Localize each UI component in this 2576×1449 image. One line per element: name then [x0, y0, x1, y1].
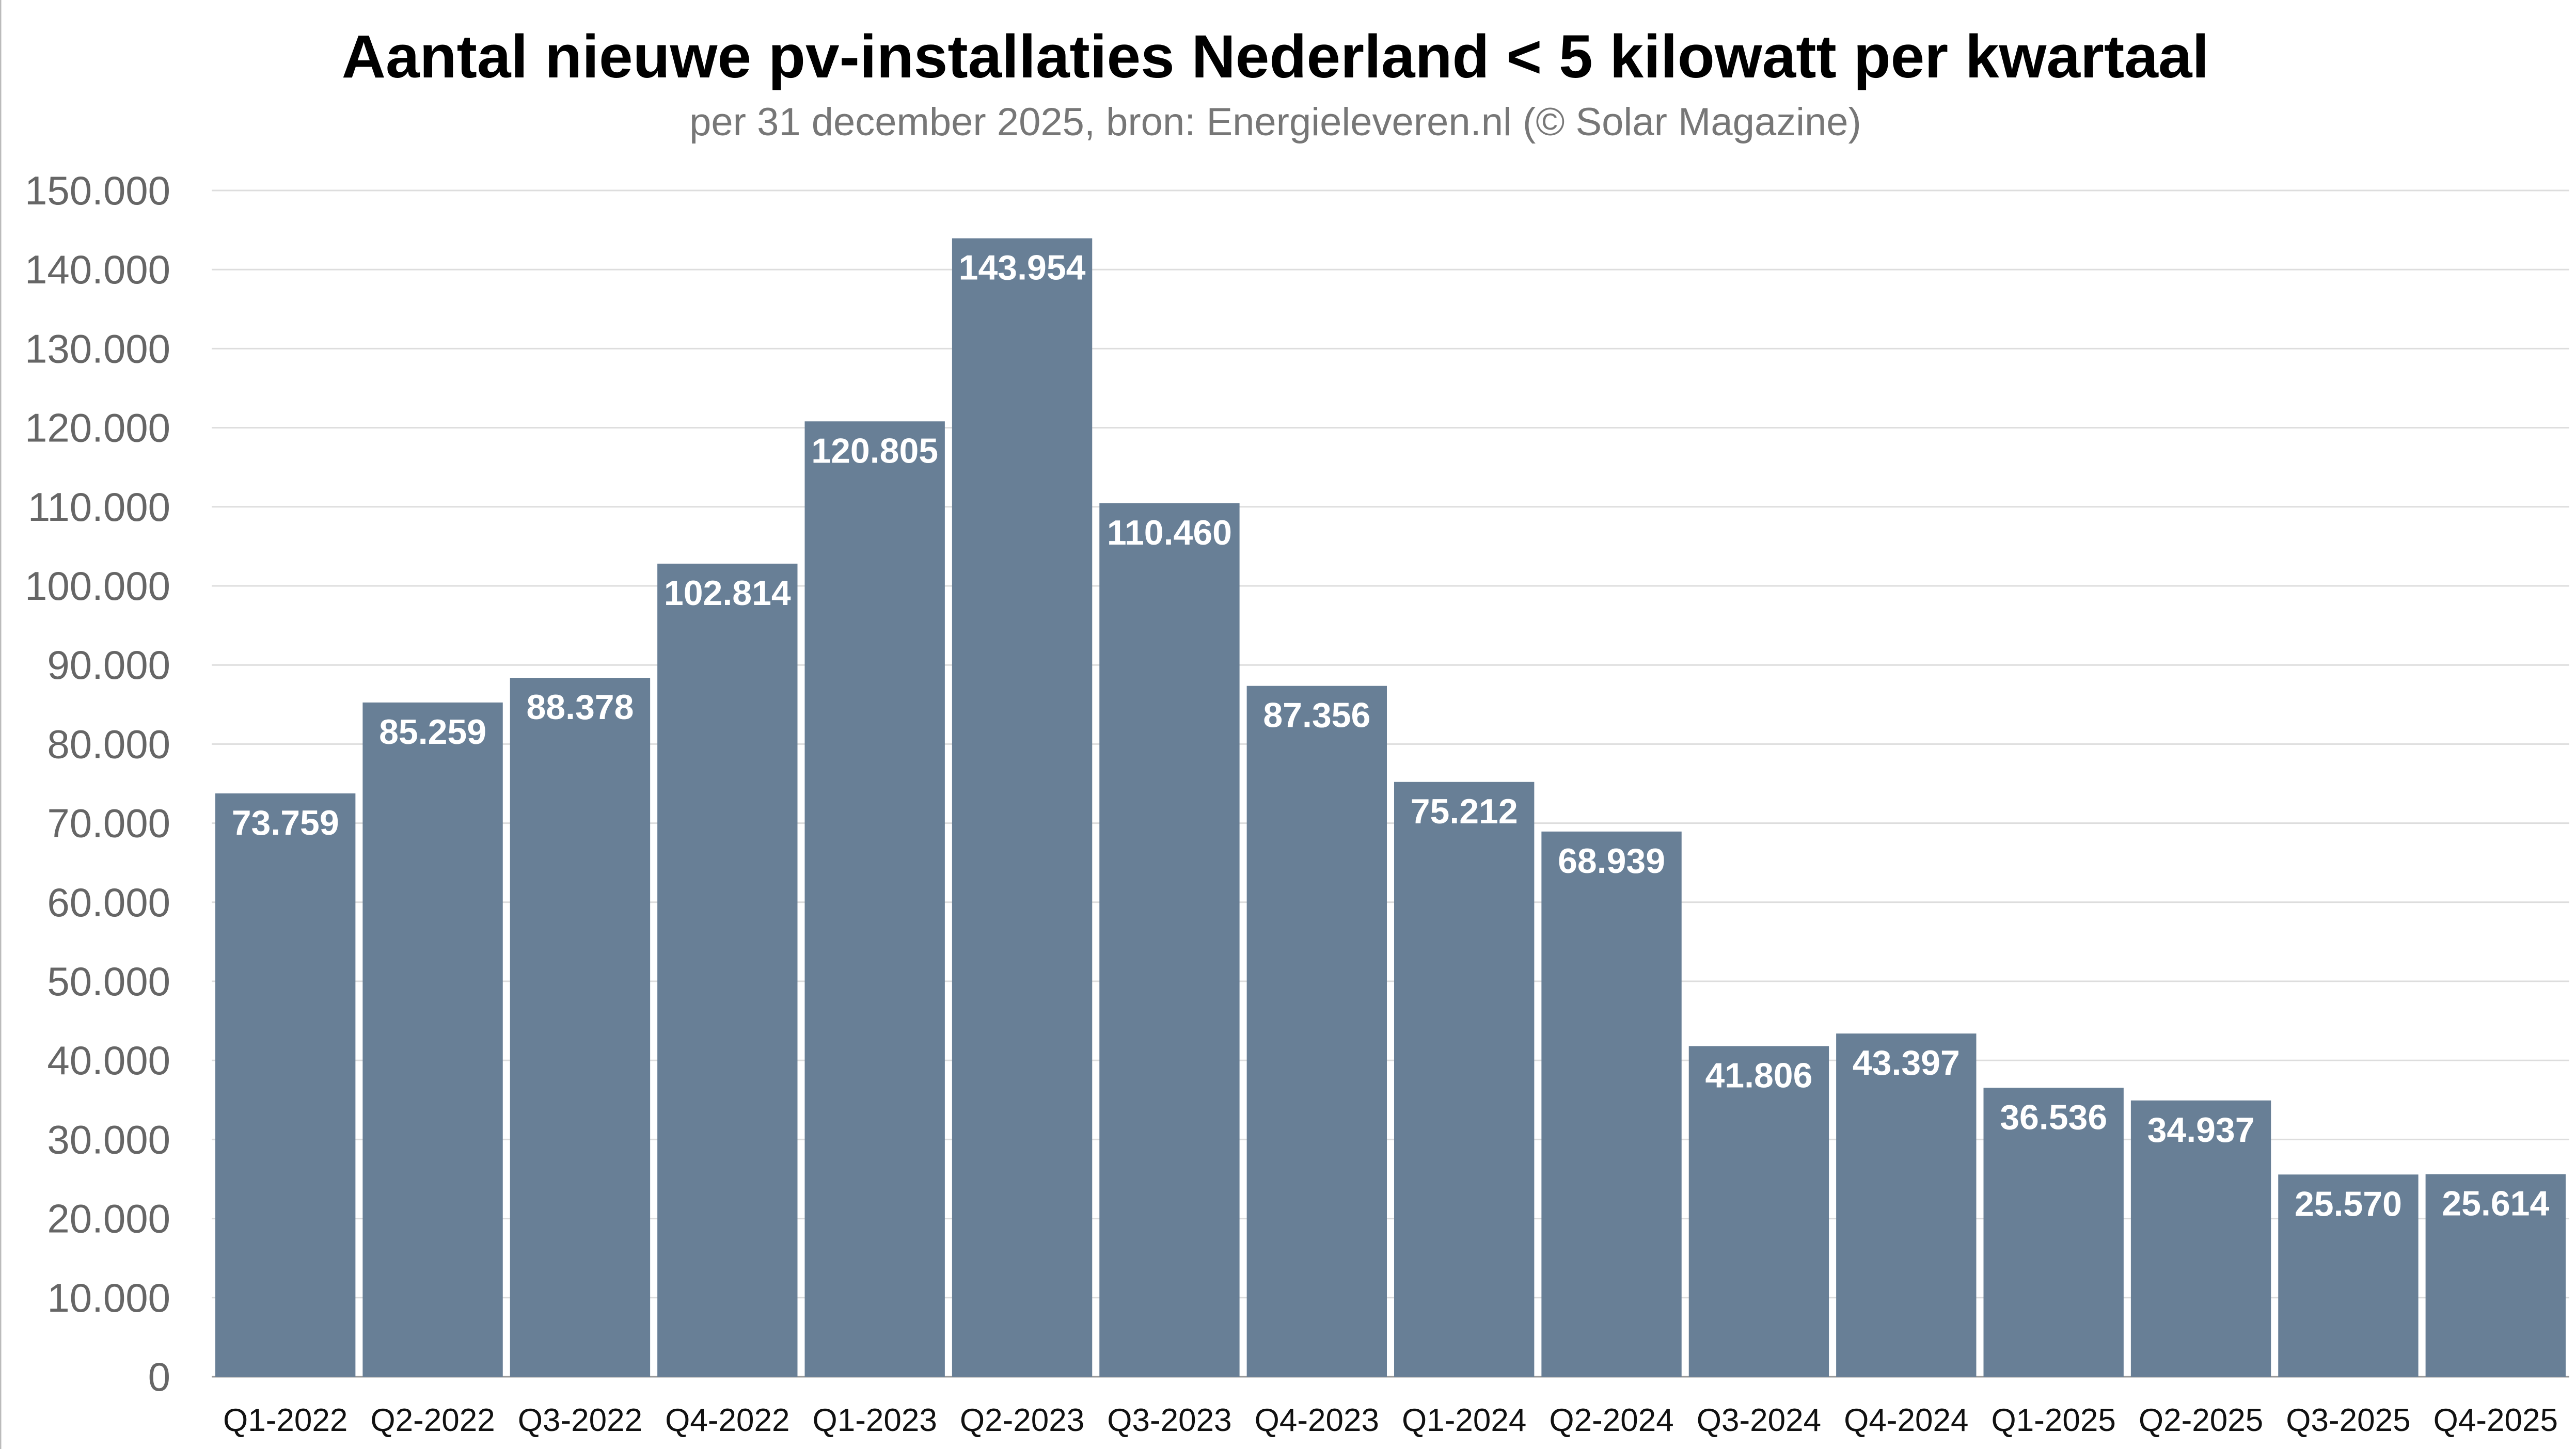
data-label: 41.806 — [1705, 1056, 1812, 1095]
y-axis-ticks: 0 10.000 20.000 30.000 40.000 50.000 60.000 70.… — [25, 168, 170, 1399]
bar — [215, 793, 356, 1377]
data-label: 87.356 — [1263, 696, 1370, 735]
bar — [657, 563, 798, 1377]
data-label: 88.378 — [526, 688, 634, 727]
x-tick-label: Q1-2023 — [813, 1403, 937, 1438]
bar — [804, 421, 945, 1377]
x-tick-label: Q4-2025 — [2433, 1403, 2558, 1438]
data-label: 73.759 — [232, 803, 339, 842]
x-tick-label: Q4-2023 — [1255, 1403, 1379, 1438]
x-tick-label: Q2-2023 — [960, 1403, 1084, 1438]
data-label: 25.614 — [2442, 1184, 2549, 1223]
bar — [2425, 1174, 2566, 1377]
data-label: 102.814 — [664, 574, 791, 613]
x-axis-ticks: Q1-2022 Q2-2022 Q3-2022 Q4-2022 Q1-2023 Q2-20… — [223, 1403, 2558, 1438]
data-label: 68.939 — [1558, 841, 1665, 881]
y-tick-label: 150.000 — [25, 168, 170, 213]
y-tick-label: 110.000 — [28, 484, 170, 530]
x-tick-label: Q4-2024 — [1844, 1403, 1968, 1438]
bar — [1688, 1046, 1829, 1377]
bar — [952, 238, 1093, 1377]
y-tick-label: 100.000 — [25, 563, 170, 609]
y-tick-label: 140.000 — [25, 247, 170, 292]
x-tick-label: Q1-2024 — [1402, 1403, 1526, 1438]
data-label: 25.570 — [2295, 1184, 2402, 1223]
bar — [1099, 503, 1240, 1377]
y-tick-label: 80.000 — [47, 721, 170, 767]
data-label: 85.259 — [379, 712, 486, 752]
bar — [2130, 1100, 2271, 1377]
x-tick-label: Q3-2024 — [1697, 1403, 1821, 1438]
chart-subtitle: per 31 december 2025, bron: Energielever… — [689, 100, 1861, 144]
y-tick-label: 30.000 — [47, 1117, 170, 1162]
y-tick-label: 130.000 — [25, 326, 170, 371]
chart-title: Aantal nieuwe pv-installaties Nederland … — [342, 23, 2209, 91]
bar — [362, 702, 503, 1377]
data-label: 143.954 — [959, 248, 1086, 288]
x-tick-label: Q1-2025 — [1992, 1403, 2116, 1438]
data-label: 75.212 — [1411, 792, 1518, 831]
data-label: 110.460 — [1107, 513, 1232, 552]
x-tick-label: Q2-2024 — [1549, 1403, 1673, 1438]
x-tick-label: Q1-2022 — [223, 1403, 347, 1438]
data-label: 36.536 — [2000, 1097, 2107, 1137]
y-tick-label: 20.000 — [47, 1196, 170, 1241]
bar — [1394, 782, 1535, 1377]
y-tick-label: 50.000 — [47, 959, 170, 1004]
bar — [2278, 1174, 2419, 1377]
bar — [1541, 831, 1682, 1377]
y-tick-label: 40.000 — [47, 1038, 170, 1083]
bar — [1836, 1033, 1977, 1377]
bars — [215, 238, 2566, 1377]
x-tick-label: Q3-2025 — [2286, 1403, 2410, 1438]
x-tick-label: Q4-2022 — [665, 1403, 789, 1438]
x-tick-label: Q2-2025 — [2139, 1403, 2263, 1438]
y-tick-label: 60.000 — [47, 880, 170, 925]
y-tick-label: 120.000 — [25, 405, 170, 451]
y-tick-label: 90.000 — [47, 642, 170, 688]
data-label: 120.805 — [811, 431, 938, 470]
data-labels: 73.759 85.259 88.378 102.814 120.805 143.954 1… — [232, 248, 2550, 1224]
y-tick-label: 10.000 — [47, 1275, 170, 1320]
bar — [1983, 1088, 2124, 1377]
x-tick-label: Q3-2022 — [518, 1403, 642, 1438]
bar — [510, 678, 651, 1377]
x-tick-label: Q3-2023 — [1107, 1403, 1231, 1438]
x-tick-label: Q2-2022 — [370, 1403, 495, 1438]
data-label: 34.937 — [2147, 1110, 2255, 1150]
bar — [1246, 686, 1387, 1377]
y-tick-label: 0 — [148, 1354, 170, 1399]
y-tick-label: 70.000 — [47, 801, 170, 846]
data-label: 43.397 — [1853, 1043, 1960, 1082]
